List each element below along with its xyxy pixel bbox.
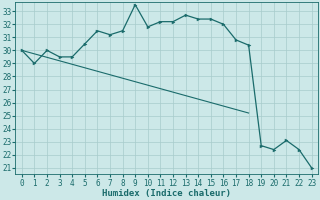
X-axis label: Humidex (Indice chaleur): Humidex (Indice chaleur) [102,189,231,198]
